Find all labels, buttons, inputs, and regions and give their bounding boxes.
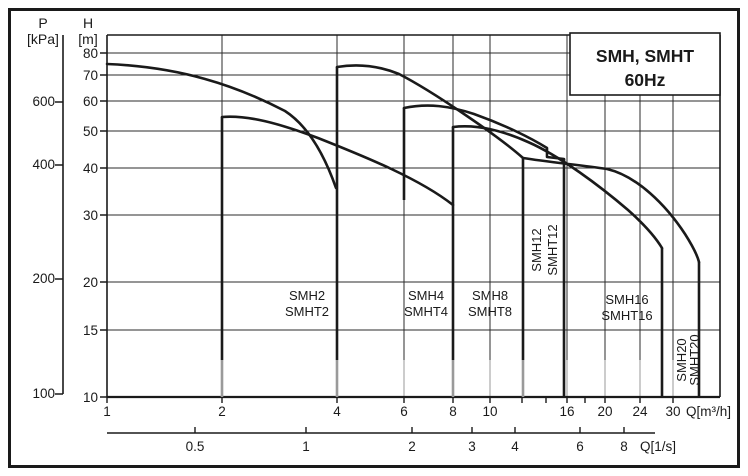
chart-title: SMH, SMHT <box>596 46 695 66</box>
flow-m3h-tick-1: 1 <box>103 404 111 419</box>
title-box <box>569 32 721 96</box>
head-tick-70: 70 <box>83 68 98 83</box>
curve-smh16-smht16 <box>451 125 664 250</box>
label-smh16: SMH16 <box>605 292 648 307</box>
label-smh8: SMH8 <box>472 288 508 303</box>
curve-smh8-smht8 <box>335 64 525 160</box>
head-tick-30: 30 <box>83 208 98 223</box>
flow-ls-ticks <box>194 427 625 433</box>
pressure-axis-ticks <box>55 101 63 395</box>
label-smh2: SMH2 <box>289 288 325 303</box>
pressure-axis-unit: [kPa] <box>27 31 59 47</box>
flow-ls-tick-05: 0.5 <box>186 439 205 454</box>
head-axis-name: H <box>83 15 93 31</box>
vertical-gridlines-faded <box>221 360 674 397</box>
horizontal-gridlines <box>107 52 720 331</box>
label-smh4: SMH4 <box>408 288 444 303</box>
head-tick-80: 80 <box>83 46 98 61</box>
flow-m3h-tick-2: 2 <box>218 404 226 419</box>
chart-frequency: 60Hz <box>625 70 666 90</box>
flow-m3h-tick-30: 30 <box>665 404 680 419</box>
curve-smh20-smht20 <box>521 156 701 264</box>
pressure-tick-200: 200 <box>32 271 55 286</box>
flow-ls-tick-4: 4 <box>511 439 519 454</box>
label-smh20: SMH20 <box>674 338 689 381</box>
flow-m3h-tick-10: 10 <box>482 404 497 419</box>
flow-m3h-unit-label: Q[m³/h] <box>686 404 731 419</box>
label-smht8: SMHT8 <box>468 304 512 319</box>
flow-m3h-tick-8: 8 <box>449 404 457 419</box>
flow-m3h-ticks <box>106 397 674 403</box>
flow-m3h-tick-16: 16 <box>559 404 574 419</box>
label-smht20: SMHT20 <box>687 334 702 385</box>
head-tick-15: 15 <box>83 323 98 338</box>
label-smht2: SMHT2 <box>285 304 329 319</box>
flow-ls-tick-8: 8 <box>620 439 628 454</box>
label-smh12: SMH12 <box>529 228 544 271</box>
head-tick-20: 20 <box>83 275 98 290</box>
flow-m3h-tick-4: 4 <box>333 404 341 419</box>
pressure-axis-name: P <box>38 15 47 31</box>
flow-ls-tick-6: 6 <box>576 439 584 454</box>
curve-smh12-smht12 <box>402 104 566 161</box>
pressure-tick-600: 600 <box>32 94 55 109</box>
head-tick-50: 50 <box>83 124 98 139</box>
curve-smh4-smht4 <box>220 115 455 207</box>
flow-ls-tick-2: 2 <box>408 439 416 454</box>
flow-m3h-tick-6: 6 <box>400 404 408 419</box>
head-tick-40: 40 <box>83 161 98 176</box>
head-tick-10: 10 <box>83 390 98 405</box>
pressure-tick-400: 400 <box>32 157 55 172</box>
label-smht12: SMHT12 <box>545 224 560 275</box>
curve-smh2-smht2 <box>105 62 338 190</box>
flow-m3h-tick-20: 20 <box>597 404 612 419</box>
flow-ls-tick-3: 3 <box>468 439 476 454</box>
label-smht4: SMHT4 <box>404 304 448 319</box>
label-smht16: SMHT16 <box>601 308 652 323</box>
head-tick-60: 60 <box>83 94 98 109</box>
flow-ls-tick-1: 1 <box>302 439 310 454</box>
head-axis-unit: [m] <box>78 31 97 47</box>
head-axis-ticks <box>100 52 107 398</box>
flow-ls-unit-label: Q[1/s] <box>640 439 676 454</box>
figure-border <box>8 8 740 468</box>
flow-m3h-tick-24: 24 <box>632 404 648 419</box>
pressure-tick-100: 100 <box>32 386 55 401</box>
